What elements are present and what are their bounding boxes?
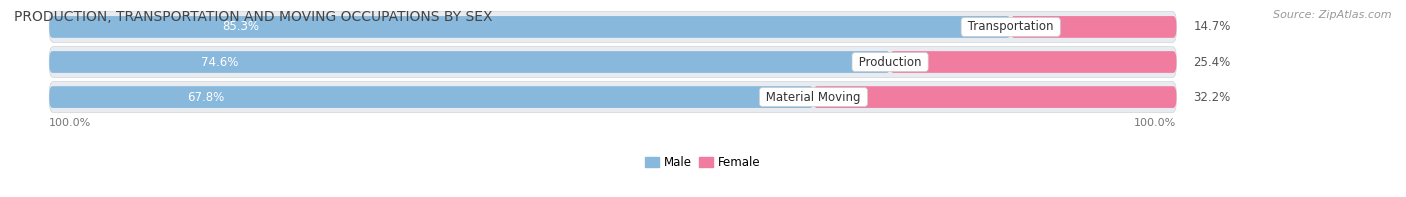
Text: Source: ZipAtlas.com: Source: ZipAtlas.com — [1274, 10, 1392, 20]
FancyBboxPatch shape — [49, 16, 1011, 38]
Text: Production: Production — [855, 56, 925, 69]
Text: Material Moving: Material Moving — [762, 91, 865, 104]
Legend: Male, Female: Male, Female — [641, 152, 765, 174]
FancyBboxPatch shape — [49, 51, 890, 73]
Text: 100.0%: 100.0% — [49, 118, 91, 128]
FancyBboxPatch shape — [49, 86, 814, 108]
Text: PRODUCTION, TRANSPORTATION AND MOVING OCCUPATIONS BY SEX: PRODUCTION, TRANSPORTATION AND MOVING OC… — [14, 10, 492, 24]
FancyBboxPatch shape — [49, 46, 1177, 77]
FancyBboxPatch shape — [49, 82, 1177, 112]
Text: 100.0%: 100.0% — [1135, 118, 1177, 128]
Text: 74.6%: 74.6% — [201, 56, 238, 69]
FancyBboxPatch shape — [49, 12, 1177, 42]
Text: 25.4%: 25.4% — [1194, 56, 1230, 69]
Text: 32.2%: 32.2% — [1194, 91, 1230, 104]
Text: Transportation: Transportation — [965, 20, 1057, 33]
Text: 67.8%: 67.8% — [187, 91, 224, 104]
Text: 14.7%: 14.7% — [1194, 20, 1230, 33]
FancyBboxPatch shape — [890, 51, 1177, 73]
FancyBboxPatch shape — [814, 86, 1177, 108]
Text: 85.3%: 85.3% — [222, 20, 259, 33]
FancyBboxPatch shape — [1011, 16, 1177, 38]
